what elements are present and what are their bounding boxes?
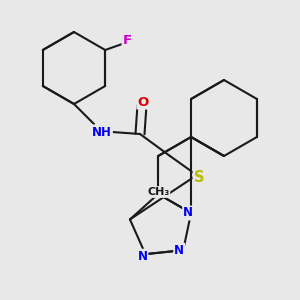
- Text: O: O: [137, 95, 148, 109]
- Text: CH₃: CH₃: [147, 187, 169, 197]
- Text: S: S: [194, 169, 204, 184]
- Text: N: N: [183, 206, 193, 220]
- Text: N: N: [174, 244, 184, 257]
- Text: N: N: [137, 250, 147, 262]
- Text: F: F: [123, 34, 132, 47]
- Text: NH: NH: [92, 125, 112, 139]
